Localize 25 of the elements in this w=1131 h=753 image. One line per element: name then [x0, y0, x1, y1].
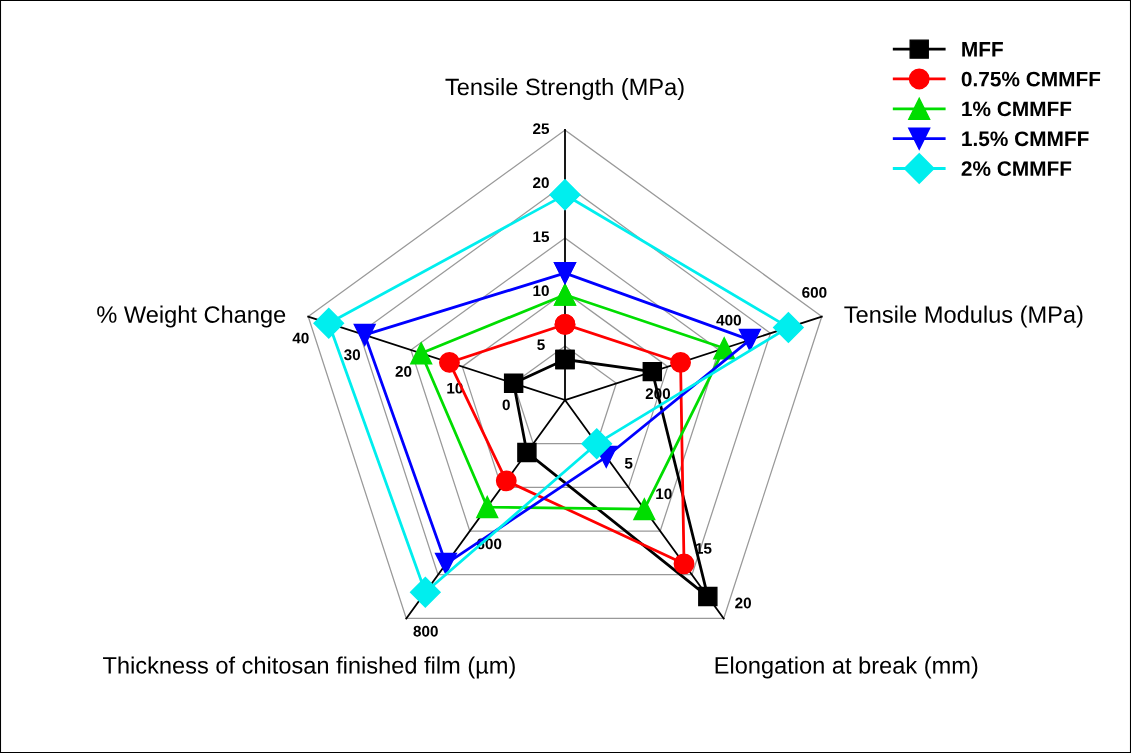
text: 30: [344, 349, 361, 361]
text: 20: [395, 366, 412, 377]
text: 25: [533, 123, 550, 135]
spoke-label: Tensile Modulus (MPa): [844, 305, 1083, 328]
text: 15: [533, 231, 550, 243]
text: 400: [716, 314, 741, 326]
legend-label: 2% CMMFF: [961, 161, 1072, 176]
text: 5: [624, 458, 633, 469]
text: 20: [735, 597, 751, 609]
text: 5: [537, 339, 545, 351]
text: 10: [533, 285, 549, 297]
text: 20: [533, 177, 549, 189]
spoke-label: % Weight Change: [97, 305, 286, 328]
spoke-label: Elongation at break (mm): [715, 656, 978, 679]
text: 800: [413, 625, 438, 637]
spoke-label: Thickness of chitosan finished film (µm): [103, 656, 515, 679]
text: 600: [802, 287, 827, 298]
spoke-label: Tensile Strength (MPa): [445, 77, 684, 100]
text: 10: [656, 488, 672, 500]
legend-label: 1% CMMFF: [962, 101, 1072, 117]
text: 40: [292, 332, 309, 344]
text: 0: [502, 399, 510, 411]
legend-label: MFF: [962, 42, 1003, 57]
legend-label: 0.75% CMMFF: [961, 71, 1101, 87]
legend-label: 1.5% CMMFF: [962, 131, 1089, 147]
